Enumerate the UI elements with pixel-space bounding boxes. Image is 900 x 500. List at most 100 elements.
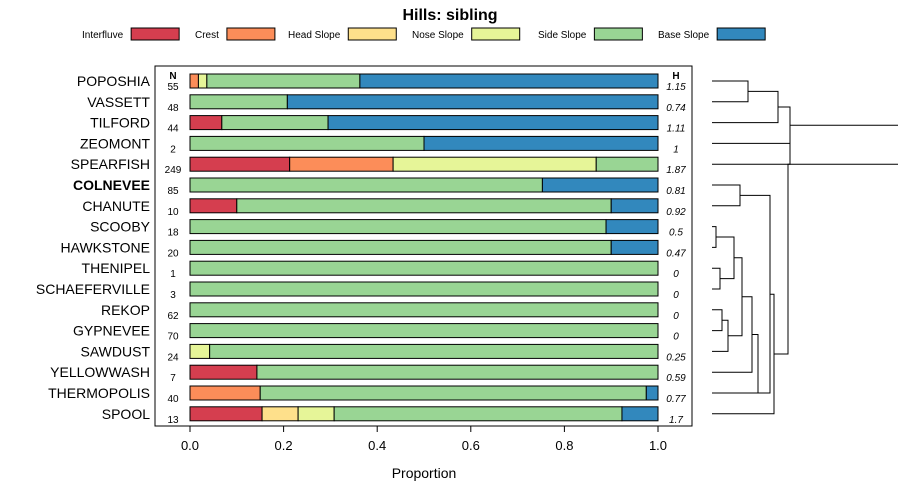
n-value: 70 [167,332,179,343]
h-value: 0.74 [666,103,686,114]
bar-segment [541,177,659,193]
h-value: 1.11 [667,124,686,135]
h-value: 0 [673,290,679,301]
category-label: SPEARFISH [71,156,150,172]
bar-row: COLNEVEE 85 0.81 [73,177,686,197]
bar-segment [189,281,659,297]
dendrogram-branch [712,319,729,352]
dendrogram-branch [712,80,749,103]
h-value: 0.81 [666,186,685,197]
bar-segment [189,260,659,276]
n-value: 55 [167,82,179,93]
bar-row: SCOOBY 18 0.5 [90,219,683,239]
legend-label: Side Slope [538,30,587,41]
n-value: 18 [167,228,179,239]
bar-row: CHANUTE 10 0.92 [82,198,686,218]
category-label: THENIPEL [82,260,151,276]
legend-swatch [471,27,521,41]
n-value: 85 [167,186,179,197]
bar-segment [236,198,612,214]
dendrogram-branch [712,309,723,332]
n-value: 62 [167,311,179,322]
legend-label: Crest [195,30,219,41]
bar-segment [189,177,543,193]
h-value: 0.59 [666,373,686,384]
bar-segment [286,94,659,110]
n-value: 24 [167,352,179,363]
bar-segment [297,406,335,422]
category-label: POPOSHIA [77,73,151,89]
category-label: SCOOBY [90,219,151,235]
category-label: SAWDUST [81,343,151,359]
category-label: SPOOL [102,406,150,422]
legend-swatch [130,27,180,41]
category-label: SCHAEFERVILLE [36,281,150,297]
bar-segment [261,406,299,422]
bar-segment [289,156,394,172]
bar-segment [256,364,659,380]
bar-segment [189,219,607,235]
legend-label: Head Slope [288,30,341,41]
h-value: 0.25 [666,352,686,363]
dendrogram-branch [712,226,717,248]
n-value: 48 [167,103,179,114]
n-value: 2 [170,144,176,155]
bar-segment [189,323,659,339]
x-tick-label: 0.0 [181,438,199,453]
bar-row: SAWDUST 24 0.25 [81,343,687,363]
h-value: 0.92 [666,207,686,218]
bar-row: THENIPEL 1 0 [82,260,680,280]
bar-segment [645,385,659,401]
n-value: 3 [170,290,176,301]
x-axis-title: Proportion [392,465,457,481]
h-value: 0 [673,311,679,322]
legend-swatch [226,27,276,41]
bar-segment [392,156,597,172]
bar-segment [333,406,623,422]
bar-segment [189,73,199,89]
dendrogram-branch [712,296,753,373]
bar-segment [209,343,659,359]
bar-segment [189,302,659,318]
bar-segment [189,406,263,422]
h-value: 1 [673,144,679,155]
category-label: GYPNEVEE [73,323,150,339]
x-axis: 0.0 0.2 0.4 0.6 0.8 1.0 [181,426,667,453]
dendrogram-branch [712,184,741,207]
n-value: 1 [170,269,176,280]
chart-title: Hills: sibling [402,7,497,24]
bar-row: ZEOMONT 2 1 [80,135,679,155]
bar-row: SPOOL 13 1.7 [102,406,684,426]
bar-row: SCHAEFERVILLE 3 0 [36,281,679,301]
n-value: 10 [167,207,179,218]
dendrogram-branch [728,257,743,337]
bar-segment [259,385,647,401]
n-column-header: N [169,71,176,82]
category-label: TILFORD [90,115,150,131]
legend: Interfluve Crest Head Slope Nose Slope Side … [82,27,766,41]
bar-row: GYPNEVEE 70 0 [73,323,679,343]
h-value: 0 [673,269,679,280]
bar-row: THERMOPOLIS 40 0.77 [48,385,686,405]
bar-segment [197,73,208,89]
n-value: 7 [170,373,176,384]
h-value: 1.15 [666,82,686,93]
n-value: 40 [167,394,179,405]
bar-segment [189,198,238,214]
legend-swatch [593,27,643,41]
h-value: 1.87 [666,165,686,176]
bar-row: HAWKSTONE 20 0.47 [61,239,687,259]
legend-label: Interfluve [82,30,124,41]
bar-segment [221,115,329,131]
bar-segment [595,156,659,172]
bar-row: TILFORD 44 1.11 [90,115,685,135]
dendrogram-branch [712,90,779,124]
legend-label: Base Slope [658,30,710,41]
h-value: 0.5 [669,228,683,239]
legend-swatch [347,27,397,41]
h-value: 0 [673,332,679,343]
bar-segment [189,94,288,110]
legend-swatch [716,27,766,41]
bar-segment [189,135,425,151]
category-label: ZEOMONT [80,135,150,151]
